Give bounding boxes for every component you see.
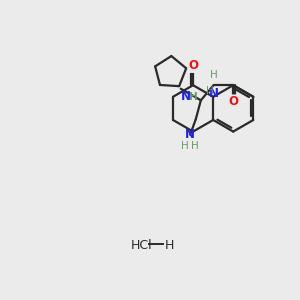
- Text: H: H: [181, 141, 189, 151]
- Text: H: H: [210, 70, 218, 80]
- Text: H: H: [191, 141, 199, 151]
- Text: O: O: [228, 95, 238, 108]
- Text: N: N: [180, 90, 190, 103]
- Text: H: H: [189, 92, 198, 102]
- Text: O: O: [188, 59, 198, 72]
- Text: H: H: [165, 238, 174, 252]
- Text: N: N: [208, 87, 218, 100]
- Text: N: N: [184, 128, 195, 141]
- Text: H: H: [206, 86, 214, 96]
- Text: HCl: HCl: [131, 238, 152, 252]
